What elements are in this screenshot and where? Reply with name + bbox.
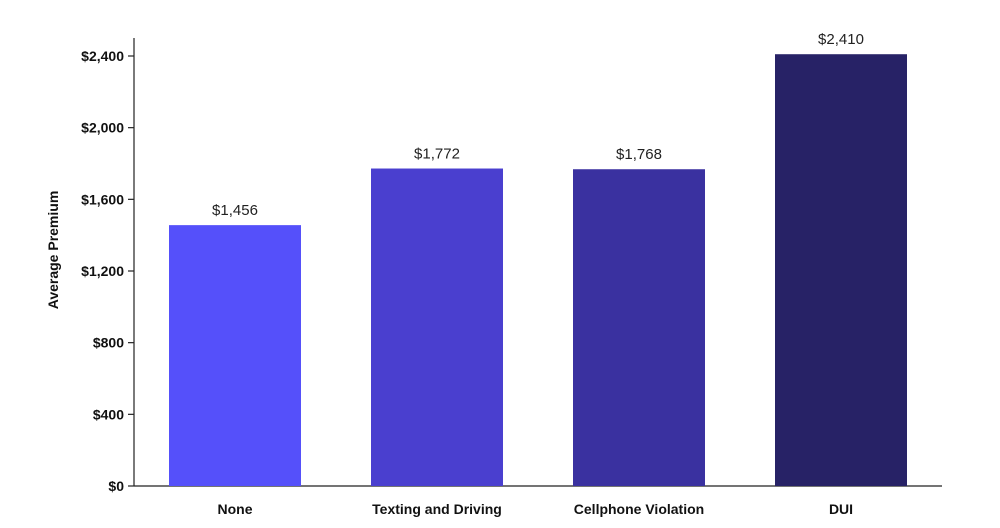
- x-tick-label: Texting and Driving: [372, 501, 502, 517]
- data-label: $1,456: [212, 202, 258, 219]
- y-axis-title: Average Premium: [45, 191, 61, 310]
- x-tick-label: DUI: [829, 501, 853, 517]
- y-tick-label: $0: [108, 478, 124, 494]
- bar: [573, 169, 705, 486]
- y-tick-label: $400: [93, 406, 124, 422]
- data-label: $2,410: [818, 31, 864, 48]
- x-tick-label: None: [218, 501, 253, 517]
- y-tick-label: $800: [93, 335, 124, 351]
- y-tick-label: $1,600: [81, 191, 124, 207]
- x-tick-label: Cellphone Violation: [574, 501, 704, 517]
- data-label: $1,772: [414, 146, 460, 163]
- bar: [371, 168, 503, 486]
- labels: $1,456 None $1,772 Texting and Driving $1,76…: [212, 31, 864, 517]
- y-tick-label: $2,000: [81, 120, 124, 136]
- data-label: $1,768: [616, 146, 662, 163]
- y-tick-label: $1,200: [81, 263, 124, 279]
- bars: [169, 54, 907, 486]
- bar: [169, 225, 301, 486]
- bar: [775, 54, 907, 486]
- y-tick-label: $2,400: [81, 48, 124, 64]
